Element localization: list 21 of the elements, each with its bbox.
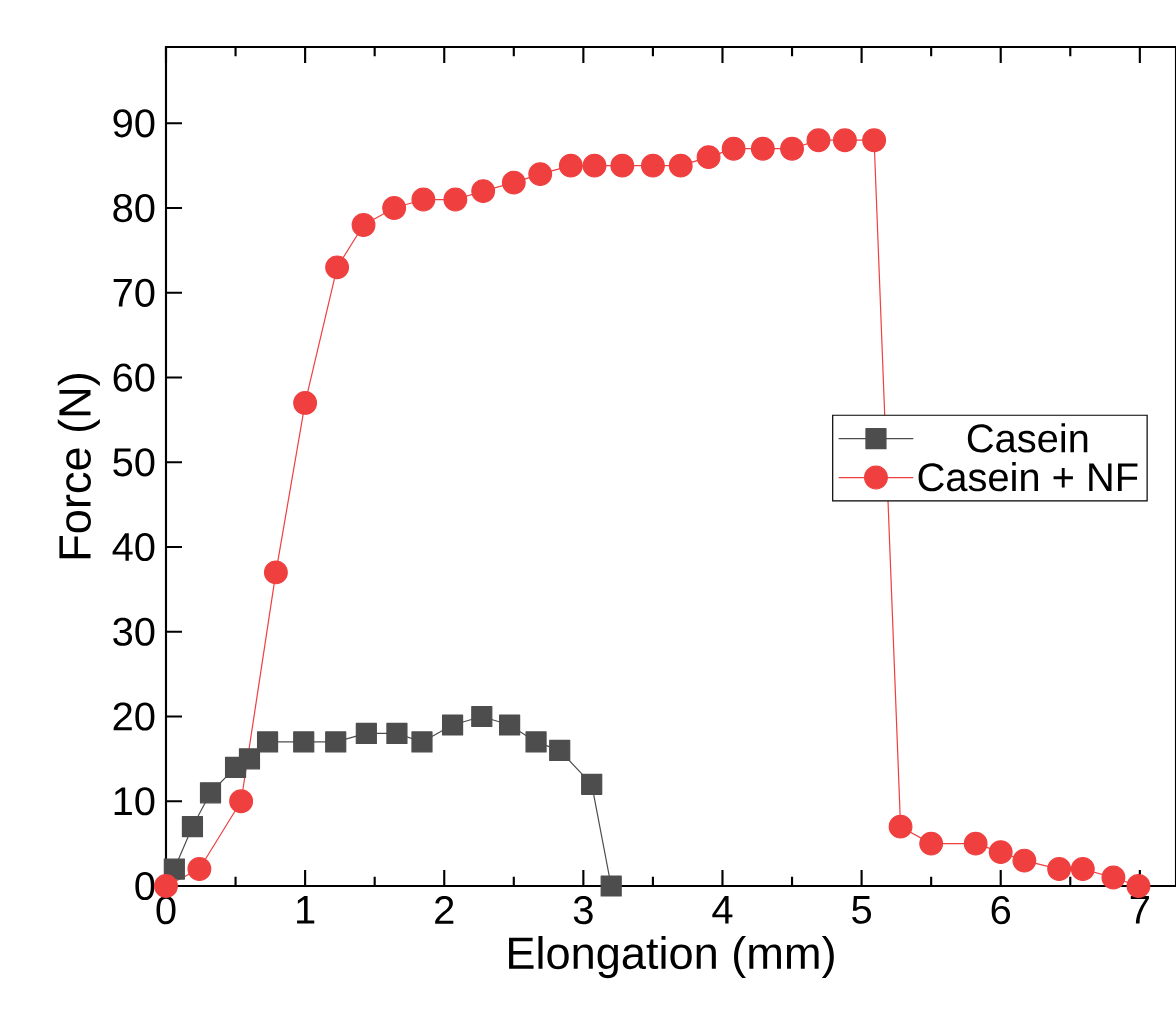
y-tick-label: 50: [113, 448, 155, 477]
y-tick-label: 60: [113, 363, 155, 392]
legend-label: Casein: [967, 423, 1088, 453]
y-tick-label: 40: [112, 532, 155, 562]
x-tick-label: 0: [156, 896, 176, 925]
x-tick-label: 3: [573, 896, 593, 925]
x-tick-label: 5: [852, 896, 872, 924]
y-tick-label: 30: [113, 617, 155, 646]
y-tick-label: 90: [113, 109, 155, 138]
y-tick-label: 10: [114, 787, 155, 816]
x-axis-title: Elongation (mm): [509, 936, 834, 979]
y-tick-label: 20: [113, 702, 155, 731]
x-tick-label: 6: [991, 896, 1011, 925]
x-tick-label: 2: [435, 896, 454, 924]
y-tick-label: 70: [113, 278, 155, 307]
y-tick-label: 0: [135, 871, 155, 901]
y-tick-label: 80: [113, 193, 155, 223]
y-axis-title: Force (N): [57, 374, 100, 559]
x-tick-label: 1: [297, 896, 315, 924]
legend-label: Casein + NF: [918, 462, 1138, 492]
x-tick-label: 4: [712, 896, 733, 924]
